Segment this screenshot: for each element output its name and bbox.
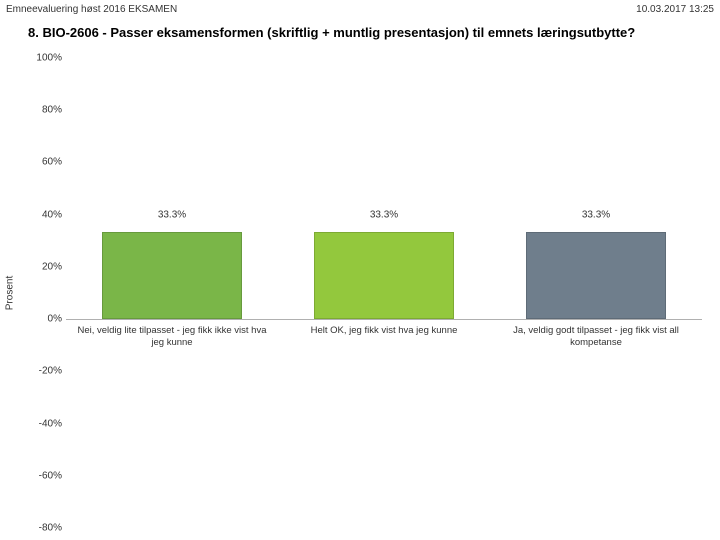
y-tick: 20% bbox=[28, 261, 62, 272]
bars-layer: 33.3% Nei, veldig lite tilpasset - jeg fi… bbox=[66, 58, 702, 528]
chart-title: 8. BIO-2606 - Passer eksamensformen (skr… bbox=[0, 17, 720, 46]
y-tick: -80% bbox=[28, 523, 62, 534]
bar bbox=[526, 232, 666, 319]
y-tick: -60% bbox=[28, 470, 62, 481]
category-label: Nei, veldig lite tilpasset - jeg fikk ik… bbox=[70, 325, 274, 349]
y-tick: 80% bbox=[28, 105, 62, 116]
bar-group: 33.3% Ja, veldig godt tilpasset - jeg fik… bbox=[490, 58, 702, 528]
bar-value-label: 33.3% bbox=[490, 209, 702, 220]
bar-value-label: 33.3% bbox=[66, 209, 278, 220]
bar bbox=[314, 232, 454, 319]
baseline bbox=[66, 319, 702, 320]
y-tick: 40% bbox=[28, 209, 62, 220]
y-tick: -40% bbox=[28, 418, 62, 429]
plot-area: 33.3% Nei, veldig lite tilpasset - jeg fi… bbox=[66, 58, 702, 528]
y-tick: -20% bbox=[28, 366, 62, 377]
category-label: Ja, veldig godt tilpasset - jeg fikk vis… bbox=[494, 325, 698, 349]
y-tick: 60% bbox=[28, 157, 62, 168]
page-header: Emneevaluering høst 2016 EKSAMEN 10.03.2… bbox=[0, 0, 720, 17]
header-left: Emneevaluering høst 2016 EKSAMEN bbox=[6, 4, 177, 15]
bar-value-label: 33.3% bbox=[278, 209, 490, 220]
bar-group: 33.3% Helt OK, jeg fikk vist hva jeg kunn… bbox=[278, 58, 490, 528]
bar bbox=[102, 232, 242, 319]
y-tick: 0% bbox=[28, 314, 62, 325]
category-label: Helt OK, jeg fikk vist hva jeg kunne bbox=[282, 325, 486, 337]
chart-container: Prosent 33.3%Nei, veldig lite tilpasset … bbox=[28, 58, 708, 528]
y-tick: 100% bbox=[28, 53, 62, 64]
y-axis-label: Prosent bbox=[5, 276, 16, 310]
header-right: 10.03.2017 13:25 bbox=[636, 4, 714, 15]
bar-group: 33.3% Nei, veldig lite tilpasset - jeg fi… bbox=[66, 58, 278, 528]
